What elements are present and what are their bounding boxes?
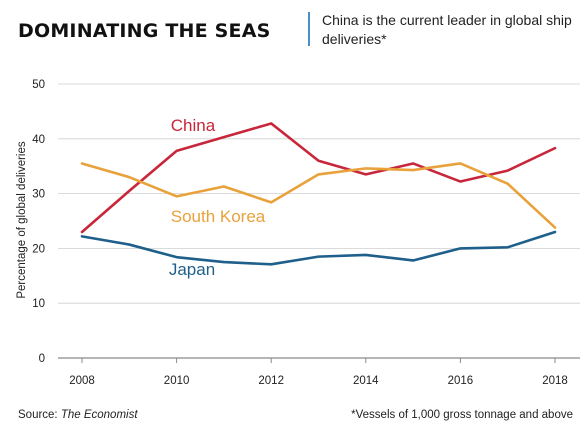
source-note: Source: The Economist: [18, 409, 138, 421]
x-tick-label: 2010: [164, 375, 190, 387]
y-tick-label: 0: [39, 353, 45, 365]
chart-title: DOMINATING THE SEAS: [18, 20, 271, 42]
series-line-japan: [80, 230, 557, 266]
footnote: *Vessels of 1,000 gross tonnage and abov…: [351, 409, 573, 421]
gridlines: [58, 83, 580, 359]
x-tick-label: 2008: [69, 375, 95, 387]
x-tick-label: 2018: [542, 375, 568, 387]
source-prefix: Source:: [18, 409, 61, 421]
x-tick-label: 2012: [258, 375, 284, 387]
y-tick-label: 30: [32, 189, 45, 201]
title-divider: [308, 12, 310, 46]
series-lines: [80, 122, 557, 266]
y-axis-ticks: 0 10 20 30 40 50: [32, 79, 45, 365]
series-line-south-korea: [80, 162, 557, 229]
y-tick-label: 50: [32, 79, 45, 91]
chart-subtitle: China is the current leader in global sh…: [322, 12, 572, 47]
y-tick-label: 40: [32, 134, 45, 146]
y-tick-label: 20: [32, 243, 45, 255]
series-label-south-korea: South Korea: [171, 207, 266, 226]
x-axis-ticks: 2008 2010 2012 2014 2016 2018: [69, 358, 568, 387]
source-name: The Economist: [60, 409, 138, 421]
x-tick-label: 2014: [353, 375, 379, 387]
line-chart: 0 10 20 30 40 50 2008 2010 2012 2014 2016 2018 Per…: [16, 79, 580, 387]
series-label-china: China: [171, 116, 216, 135]
series-labels: China South Korea Japan: [169, 116, 266, 279]
y-axis-label: Percentage of global deliveries: [16, 141, 28, 299]
y-tick-label: 10: [32, 298, 45, 310]
series-line-china: [80, 122, 557, 234]
x-tick-label: 2016: [448, 375, 474, 387]
series-label-japan: Japan: [169, 260, 215, 279]
